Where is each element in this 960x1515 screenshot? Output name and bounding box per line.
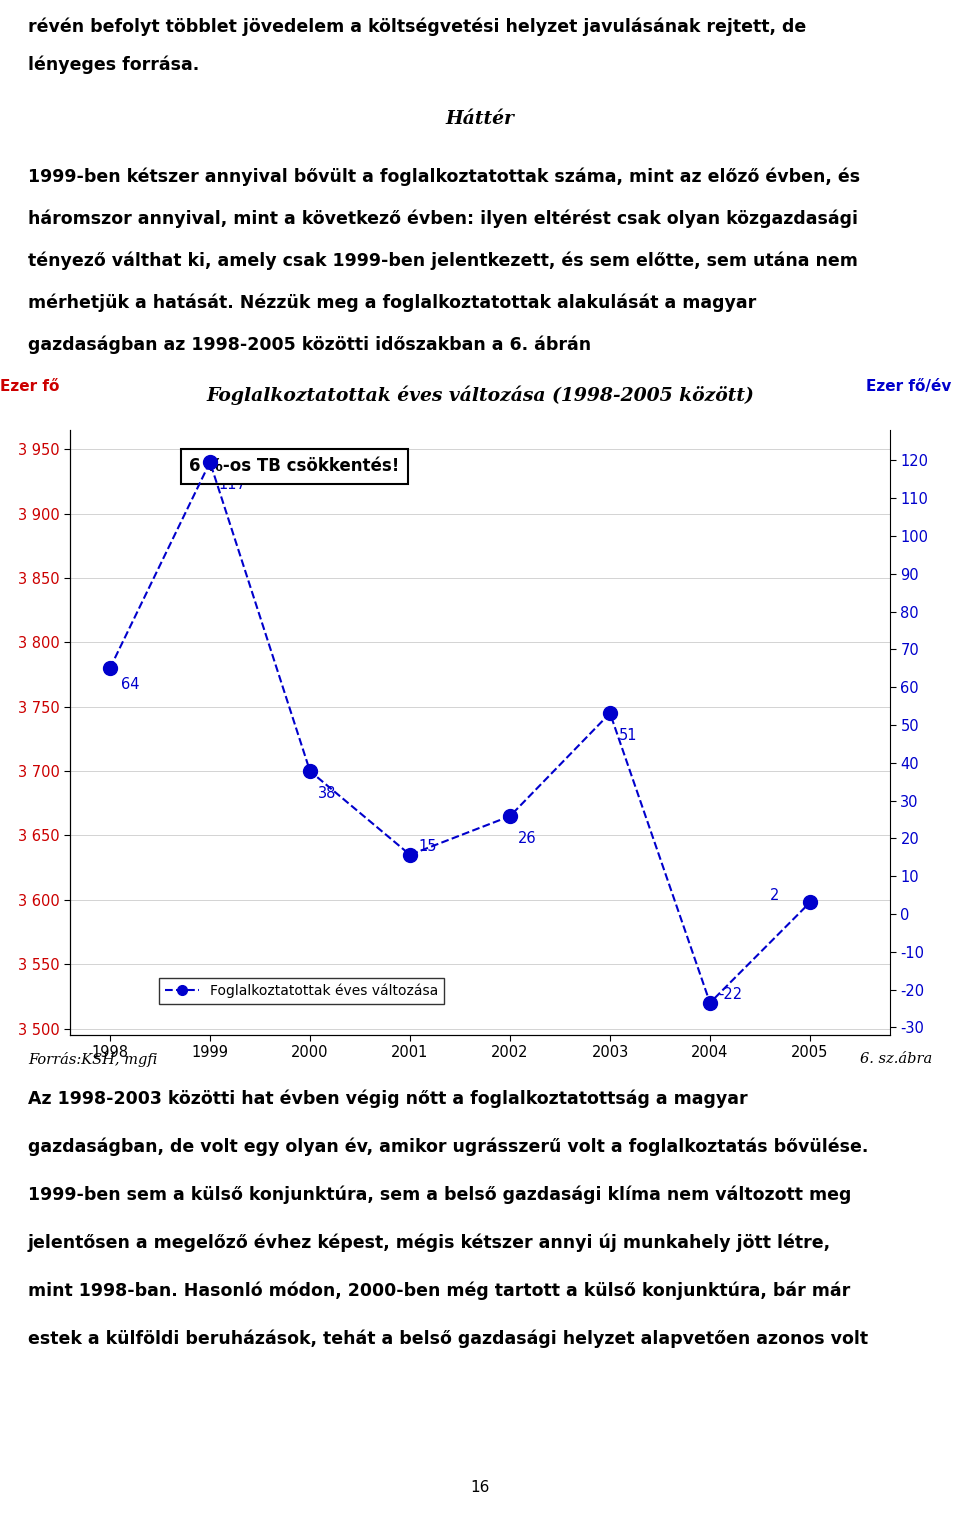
Text: 1999-ben kétszer annyival bővült a foglalkoztatottak száma, mint az előző évben,: 1999-ben kétszer annyival bővült a fogla… — [28, 168, 860, 186]
Text: Az 1998-2003 közötti hat évben végig nőtt a foglalkoztatottság a magyar: Az 1998-2003 közötti hat évben végig nőt… — [28, 1089, 748, 1109]
Text: 1999-ben sem a külső konjunktúra, sem a belső gazdasági klíma nem változott meg: 1999-ben sem a külső konjunktúra, sem a … — [28, 1186, 852, 1204]
Text: gazdaságban, de volt egy olyan év, amikor ugrásszerű volt a foglalkoztatás bővül: gazdaságban, de volt egy olyan év, amiko… — [28, 1138, 869, 1156]
Text: gazdaságban az 1998-2005 közötti időszakban a 6. ábrán: gazdaságban az 1998-2005 közötti időszak… — [28, 336, 591, 355]
Text: Háttér: Háttér — [445, 111, 515, 127]
Text: tényező válthat ki, amely csak 1999-ben jelentkezett, és sem előtte, sem utána n: tényező válthat ki, amely csak 1999-ben … — [28, 251, 858, 271]
Text: 16: 16 — [470, 1480, 490, 1495]
Text: 15: 15 — [419, 839, 437, 854]
Text: 2: 2 — [770, 888, 780, 903]
Text: mérhetjük a hatását. Nézzük meg a foglalkoztatottak alakulását a magyar: mérhetjük a hatását. Nézzük meg a foglal… — [28, 294, 756, 312]
Text: 26: 26 — [518, 830, 537, 845]
Text: Foglalkoztatottak éves változása (1998-2005 között): Foglalkoztatottak éves változása (1998-2… — [206, 385, 754, 405]
Legend: Foglalkoztatottak éves változása: Foglalkoztatottak éves változása — [159, 979, 444, 1004]
Text: Forrás:KSH, mgfi: Forrás:KSH, mgfi — [28, 1051, 157, 1067]
Text: jelentősen a megelőző évhez képest, mégis kétszer annyi új munkahely jött létre,: jelentősen a megelőző évhez képest, mégi… — [28, 1235, 831, 1253]
Text: háromszor annyival, mint a következő évben: ilyen eltérést csak olyan közgazdasá: háromszor annyival, mint a következő évb… — [28, 211, 858, 229]
Text: Ezer fő: Ezer fő — [0, 379, 60, 394]
Text: 6 %-os TB csökkentés!: 6 %-os TB csökkentés! — [189, 458, 399, 476]
Text: -22: -22 — [718, 986, 742, 1001]
Text: lényeges forrása.: lényeges forrása. — [28, 55, 200, 74]
Text: Ezer fő/év: Ezer fő/év — [866, 379, 951, 394]
Text: révén befolyt többlet jövedelem a költségvetési helyzet javulásának rejtett, de: révén befolyt többlet jövedelem a költsé… — [28, 18, 806, 36]
Text: 51: 51 — [618, 727, 636, 742]
Text: 117: 117 — [218, 477, 246, 492]
Text: 38: 38 — [319, 786, 337, 801]
Text: 64: 64 — [121, 677, 139, 692]
Text: estek a külföldi beruházások, tehát a belső gazdasági helyzet alapvetően azonos : estek a külföldi beruházások, tehát a be… — [28, 1330, 868, 1348]
Text: 6. sz.ábra: 6. sz.ábra — [860, 1051, 932, 1067]
Text: mint 1998-ban. Hasonló módon, 2000-ben még tartott a külső konjunktúra, bár már: mint 1998-ban. Hasonló módon, 2000-ben m… — [28, 1282, 851, 1300]
